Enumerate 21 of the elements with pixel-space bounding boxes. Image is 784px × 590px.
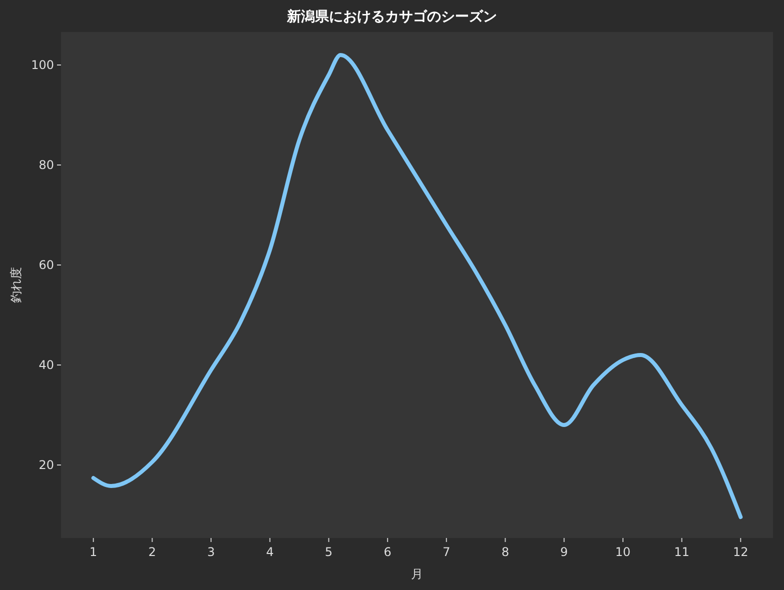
y-tick-label: 100	[31, 58, 54, 72]
y-axis-title: 釣れ度	[9, 267, 23, 303]
x-tick-label: 2	[148, 545, 156, 559]
x-tick-label: 10	[615, 545, 631, 559]
x-tick-label: 4	[266, 545, 274, 559]
x-tick-label: 11	[674, 545, 690, 559]
x-axis-title: 月	[411, 567, 423, 581]
x-tick-label: 3	[207, 545, 215, 559]
line-series	[91, 53, 743, 519]
x-tick-label: 6	[384, 545, 392, 559]
y-tick-label: 60	[38, 258, 54, 272]
x-tick-label: 12	[732, 545, 748, 559]
y-tick-label: 40	[38, 358, 54, 372]
x-tick-label: 8	[501, 545, 510, 559]
x-tick-label: 5	[324, 545, 333, 559]
y-tick-label: 20	[38, 458, 54, 472]
x-tick-label: 1	[90, 545, 98, 559]
x-tick-label: 7	[442, 545, 450, 559]
y-tick-label: 80	[38, 158, 54, 172]
chart-title: 新潟県におけるカサゴのシーズン	[286, 8, 497, 25]
x-tick-label: 9	[560, 545, 568, 559]
